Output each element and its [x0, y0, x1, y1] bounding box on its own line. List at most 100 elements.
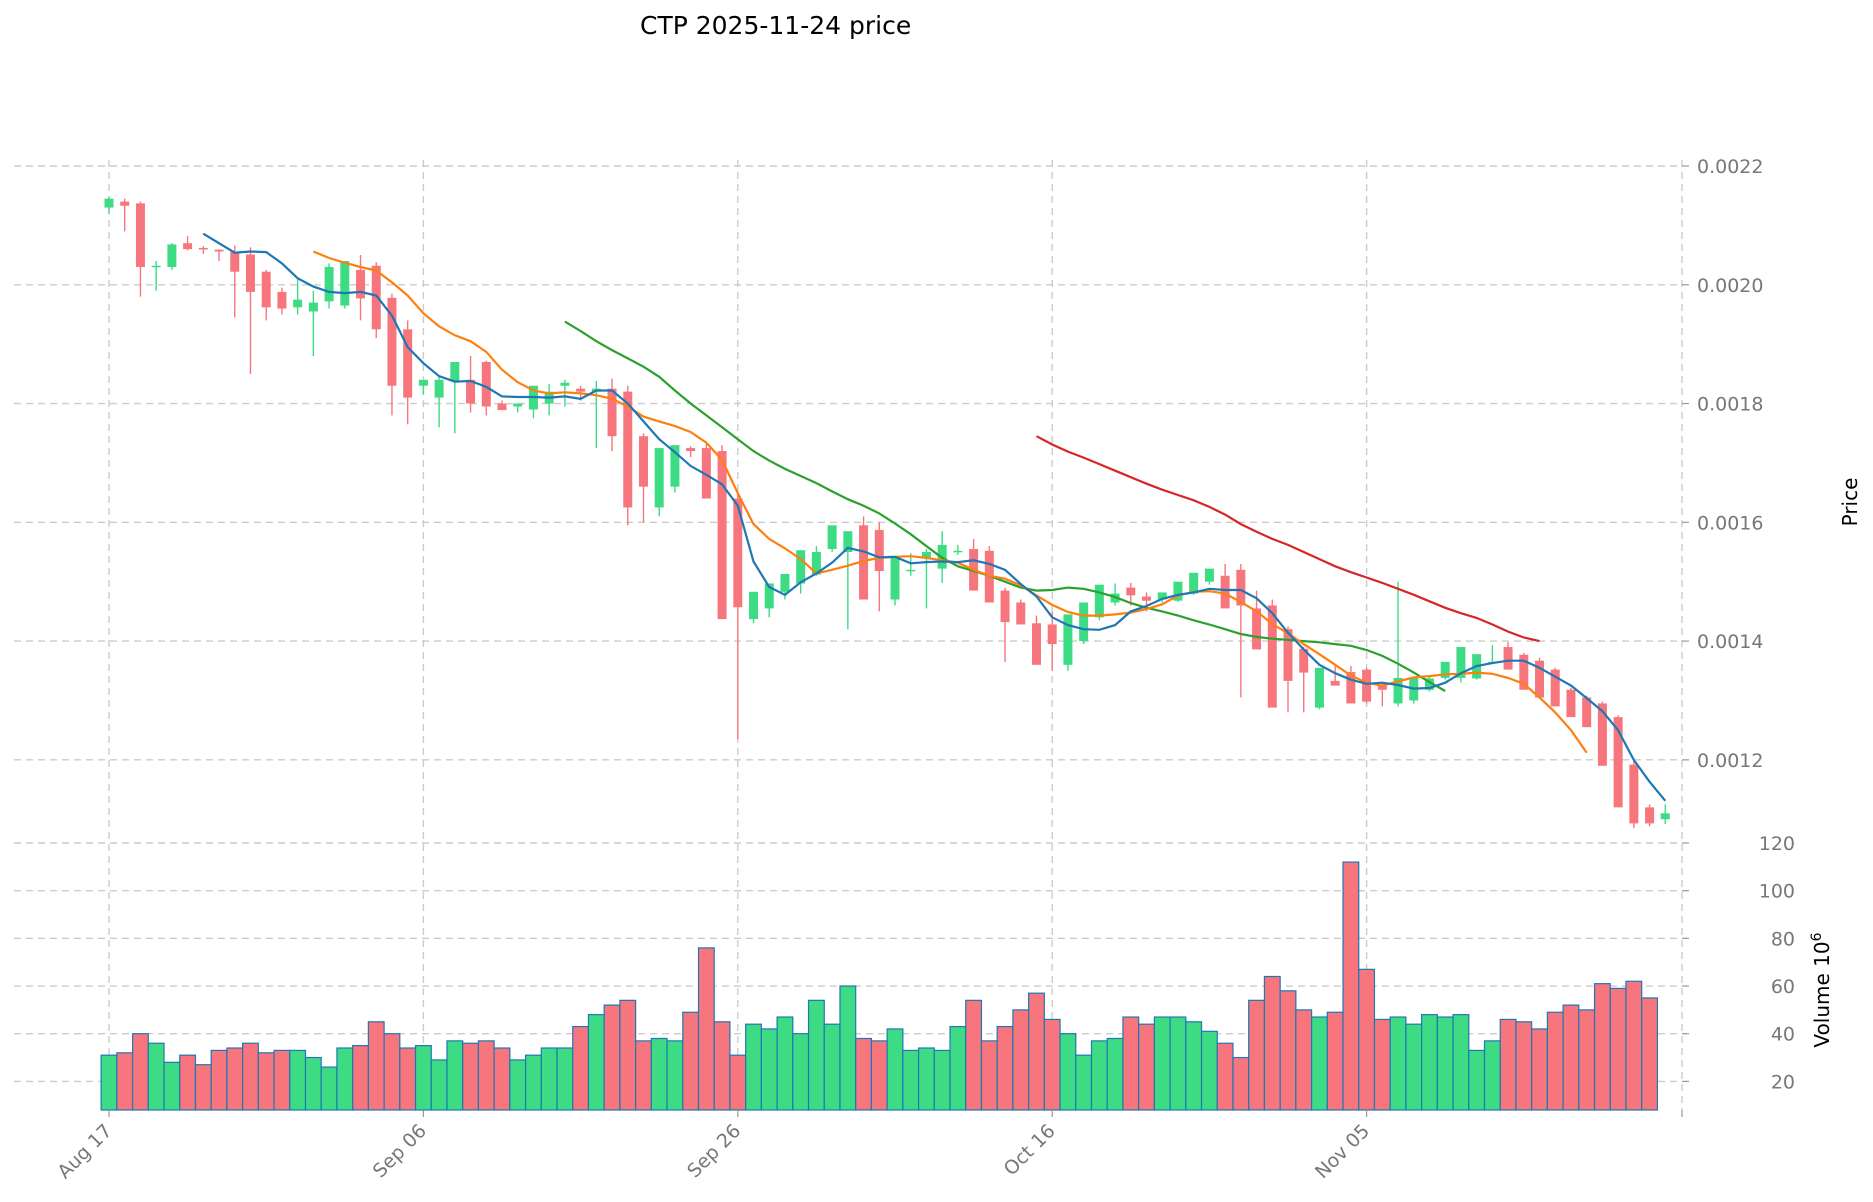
candle-body [151, 265, 161, 268]
ma-xlong-line [1035, 435, 1540, 643]
candle-body [827, 525, 837, 550]
volume-bar [524, 1054, 542, 1111]
volume-bar [1531, 1028, 1548, 1111]
candle-body [261, 271, 271, 308]
volume-bar [603, 1004, 621, 1111]
candle-body [764, 583, 774, 609]
volume-bar [980, 1040, 998, 1111]
volume-bar [1216, 1042, 1234, 1111]
candle-body [183, 243, 193, 250]
candle-body [638, 436, 648, 487]
volume-bar [933, 1049, 951, 1111]
volume-bar [729, 1054, 747, 1111]
candle-body [1094, 584, 1104, 618]
candle-body [1126, 587, 1136, 596]
volume-bar [1578, 1009, 1596, 1111]
volume-bar [1090, 1040, 1108, 1111]
volume-bar [792, 1033, 810, 1111]
candle-body [859, 525, 869, 600]
date-tick-label: Sep 26 [683, 1120, 745, 1182]
volume-bar [807, 999, 825, 1111]
volume-bar [540, 1047, 558, 1111]
volume-bar [996, 1025, 1014, 1111]
candle-body [843, 531, 853, 553]
candle-body [198, 247, 208, 250]
candle-body [1236, 569, 1246, 606]
candle-body [874, 530, 884, 572]
volume-bar [823, 1023, 841, 1111]
volume-bar [430, 1059, 448, 1111]
volume-bar [697, 947, 715, 1111]
candle-body [1173, 581, 1183, 601]
candles [104, 196, 1670, 829]
volume-bar [760, 1028, 778, 1111]
volume-bar [1106, 1037, 1124, 1111]
ma-mid-line [312, 250, 1588, 754]
volume-bar [414, 1045, 432, 1111]
volume-bar [1483, 1040, 1501, 1111]
candle-body [1550, 669, 1560, 707]
candle-body [1645, 807, 1655, 824]
volume-bar [713, 1021, 731, 1111]
volume-bar [1641, 997, 1659, 1111]
candle-body [1142, 596, 1152, 601]
candle-body [1535, 660, 1545, 698]
volume-bar [1468, 1049, 1486, 1111]
candle-body [654, 448, 664, 508]
volume-bar [1028, 992, 1045, 1111]
volume-bar [1153, 1016, 1171, 1111]
volume-bar [1373, 1018, 1391, 1111]
candle-body [1000, 590, 1010, 623]
volume-bar [1342, 861, 1360, 1111]
candle-body [135, 203, 145, 267]
volume-bar [509, 1059, 527, 1111]
candle-body [1597, 703, 1607, 766]
candle-body [466, 379, 476, 404]
price-tick-label: 0.0022 [1697, 156, 1763, 178]
volume-bar [619, 999, 637, 1111]
volume-bar [870, 1040, 888, 1111]
volume-bar [1389, 1016, 1407, 1111]
volume-bar [320, 1066, 338, 1111]
volume-bar [462, 1042, 480, 1111]
volume-bar [635, 1040, 652, 1111]
candle-body [1031, 623, 1041, 665]
candle-body [1016, 602, 1026, 625]
price-tick-label: 0.0012 [1697, 750, 1763, 772]
volume-bar [367, 1021, 385, 1111]
candle-body [324, 266, 334, 302]
candle-body [308, 302, 318, 312]
volume-bar [226, 1047, 244, 1111]
candle-body [1456, 647, 1466, 678]
moving-averages [202, 232, 1667, 802]
volume-bar [446, 1040, 464, 1111]
price-tick-label: 0.0018 [1697, 394, 1763, 416]
volume-bar [1043, 1018, 1061, 1111]
volume-bar [242, 1042, 259, 1111]
candle-body [245, 254, 255, 292]
volume-bar [572, 1025, 590, 1111]
candle-body [1063, 614, 1073, 665]
candle-body [670, 445, 680, 487]
volume-bar [273, 1049, 291, 1111]
candle-body [686, 448, 696, 452]
volume-bar [1200, 1030, 1218, 1111]
volume-bar [477, 1040, 495, 1111]
price-tick-label: 0.0020 [1697, 275, 1763, 297]
volume-axis-label: Volume 106 [1809, 932, 1834, 1047]
volume-bar [949, 1025, 967, 1111]
candle-body [1346, 671, 1356, 704]
candle-body [1519, 654, 1529, 690]
candle-body [780, 573, 790, 592]
candle-body [953, 550, 963, 553]
volume-bar [352, 1045, 369, 1111]
volume-bar [1122, 1016, 1140, 1111]
volume-bar [399, 1047, 417, 1111]
volume-bar [1138, 1023, 1155, 1111]
candle-body [1299, 648, 1309, 673]
volume-bar [1358, 968, 1376, 1111]
volume-bar [839, 985, 857, 1111]
volume-bar [1295, 1009, 1313, 1111]
candle-body [340, 261, 350, 306]
volume-bar [163, 1061, 181, 1111]
